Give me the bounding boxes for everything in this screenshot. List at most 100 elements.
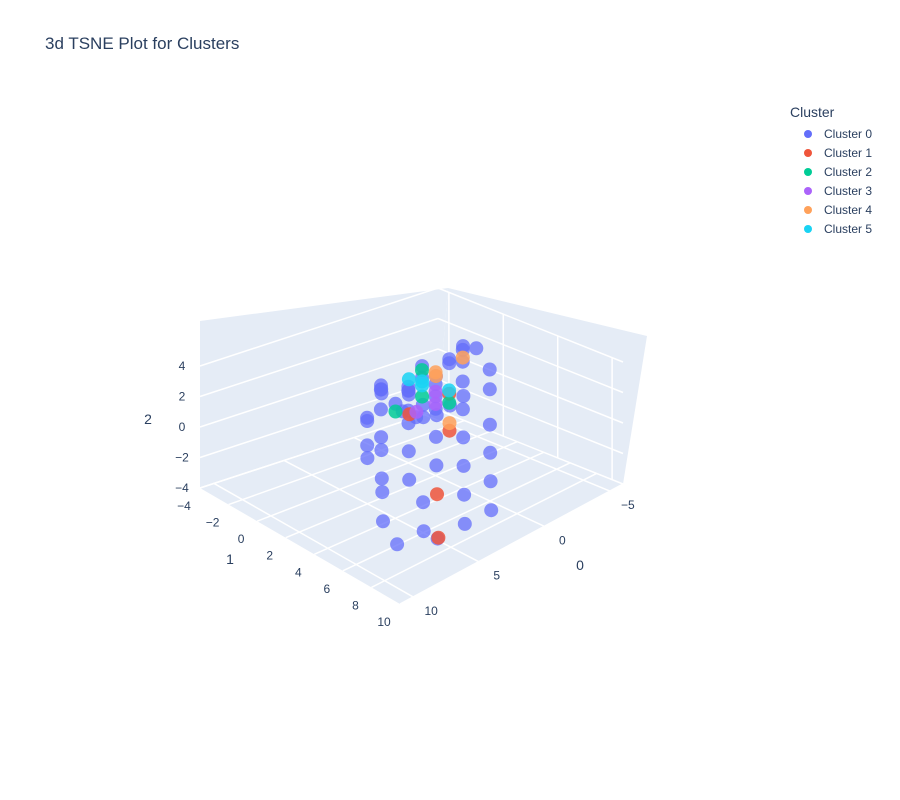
scatter-point-cluster-5	[442, 383, 457, 398]
tick-label-x: 0	[238, 532, 245, 546]
legend-label: Cluster 1	[824, 145, 873, 160]
grid-line-y-floor	[213, 482, 414, 598]
grid-line-z-left	[199, 378, 439, 459]
legend-swatch	[804, 186, 812, 195]
grid-line-x-floor	[285, 441, 518, 539]
legend-item-cluster-5[interactable]: Cluster 5	[790, 219, 872, 238]
grid-line-x-floor	[256, 430, 492, 522]
scatter-point-cluster-0	[469, 341, 484, 356]
scatter-point-cluster-4	[455, 350, 470, 365]
scatter-point-cluster-2	[415, 363, 429, 378]
scatter-point-cluster-0	[373, 402, 388, 417]
scatter-point-cluster-0	[374, 430, 389, 445]
tick-label-x: 2	[266, 549, 273, 563]
tick-label-z: −2	[175, 451, 189, 465]
scatter-point-cluster-0	[456, 389, 471, 403]
tick-label-y: 5	[493, 569, 500, 583]
tick-label-x: 4	[295, 565, 302, 579]
scatter-point-cluster-0	[456, 430, 471, 445]
tick-label-y: −5	[621, 498, 635, 512]
tick-label-z: −4	[175, 481, 189, 495]
scatter-point-cluster-0	[401, 444, 416, 459]
tick-label-y: 10	[424, 604, 438, 618]
panel-floor	[200, 410, 623, 604]
tick-label-x: 8	[352, 598, 359, 612]
scatter-point-cluster-1	[431, 530, 446, 545]
chart-title: 3d TSNE Plot for Clusters	[45, 34, 240, 53]
tick-label-x: −2	[206, 516, 220, 530]
legend-item-cluster-3[interactable]: Cluster 3	[790, 181, 872, 200]
scatter-point-cluster-0	[360, 414, 375, 428]
legend-label: Cluster 2	[824, 164, 873, 179]
grid-line-z-left	[199, 287, 439, 367]
scatter-point-cluster-0	[456, 458, 471, 473]
grid-line-z-left	[199, 409, 439, 489]
tick-label-x: −4	[177, 499, 191, 513]
legend-label: Cluster 4	[824, 202, 873, 217]
tick-label-x: 6	[324, 582, 331, 596]
legend-swatch	[804, 167, 812, 176]
legend-label: Cluster 3	[824, 183, 873, 198]
grid-line-x-floor	[399, 483, 624, 605]
scatter-point-cluster-0	[484, 503, 499, 518]
scatter-point-cluster-0	[442, 356, 457, 371]
grid-line-z-right	[437, 409, 624, 485]
scatter-point-cluster-4	[428, 365, 443, 380]
legend-item-cluster-2[interactable]: Cluster 2	[790, 162, 872, 181]
scatter-point-cluster-1	[430, 487, 444, 502]
scatter-point-cluster-0	[455, 374, 470, 389]
legend-item-cluster-0[interactable]: Cluster 0	[790, 124, 872, 143]
scatter-point-cluster-0	[457, 516, 472, 531]
panel-right	[438, 288, 647, 484]
scatter-point-cluster-0	[374, 443, 389, 458]
scatter-point-cluster-5	[415, 378, 429, 393]
axis-title-x: 1	[226, 551, 234, 567]
tick-label-x: 10	[377, 615, 391, 629]
scatter-point-cluster-0	[482, 382, 497, 397]
legend: Cluster Cluster 0 Cluster 1 Cluster 2 Cl…	[790, 104, 872, 238]
tick-label-z: 4	[179, 359, 186, 373]
grid-line-y-floor	[283, 459, 480, 563]
grid-line-x-floor	[228, 419, 465, 506]
axis-title-y: 0	[576, 557, 584, 573]
scatter-point-cluster-0	[416, 524, 431, 539]
scatter-point-cluster-4	[442, 416, 457, 431]
scatter-point-cluster-2	[388, 404, 403, 419]
legend-title: Cluster	[790, 104, 835, 120]
scatter-point-cluster-0	[360, 451, 375, 466]
grid-line-z-left	[199, 348, 439, 428]
scatter-point-cluster-0	[374, 471, 389, 486]
scatter-point-cluster-0	[455, 402, 470, 417]
scatter-point-cluster-0	[483, 474, 498, 489]
scatter-point-cluster-0	[401, 383, 416, 398]
scatter-point-cluster-0	[457, 487, 472, 502]
scatter-point-cluster-0	[482, 362, 497, 377]
tick-label-z: 0	[179, 420, 186, 434]
grid-line-x-floor	[342, 462, 571, 572]
panel-left	[200, 288, 448, 488]
scatter-point-cluster-0	[390, 537, 405, 552]
scatter-point-cluster-0	[375, 485, 390, 500]
scatter-point-cluster-0	[429, 429, 443, 444]
legend-swatch	[804, 224, 812, 233]
legend-swatch	[804, 148, 812, 157]
axis-title-z: 2	[144, 411, 152, 427]
scatter-point-cluster-3	[409, 404, 424, 419]
scatter-point-cluster-0	[483, 445, 498, 460]
grid-line-x-floor	[371, 472, 597, 589]
scatter-point-cluster-0	[376, 514, 390, 529]
scatter-point-cluster-0	[374, 386, 389, 401]
legend-label: Cluster 0	[824, 126, 873, 141]
legend-item-cluster-4[interactable]: Cluster 4	[790, 200, 872, 219]
scatter-point-cluster-3	[428, 384, 443, 399]
legend-item-cluster-1[interactable]: Cluster 1	[790, 143, 872, 162]
tick-label-z: 2	[179, 390, 186, 404]
scatter-point-cluster-2	[415, 389, 430, 404]
tick-label-y: 0	[559, 533, 566, 547]
scatter-point-cluster-0	[360, 438, 375, 453]
scatter-point-cluster-0	[482, 417, 497, 432]
scatter-point-cluster-2	[442, 395, 457, 410]
scatter-point-cluster-5	[401, 372, 416, 387]
scatter-point-cluster-0	[402, 472, 417, 487]
